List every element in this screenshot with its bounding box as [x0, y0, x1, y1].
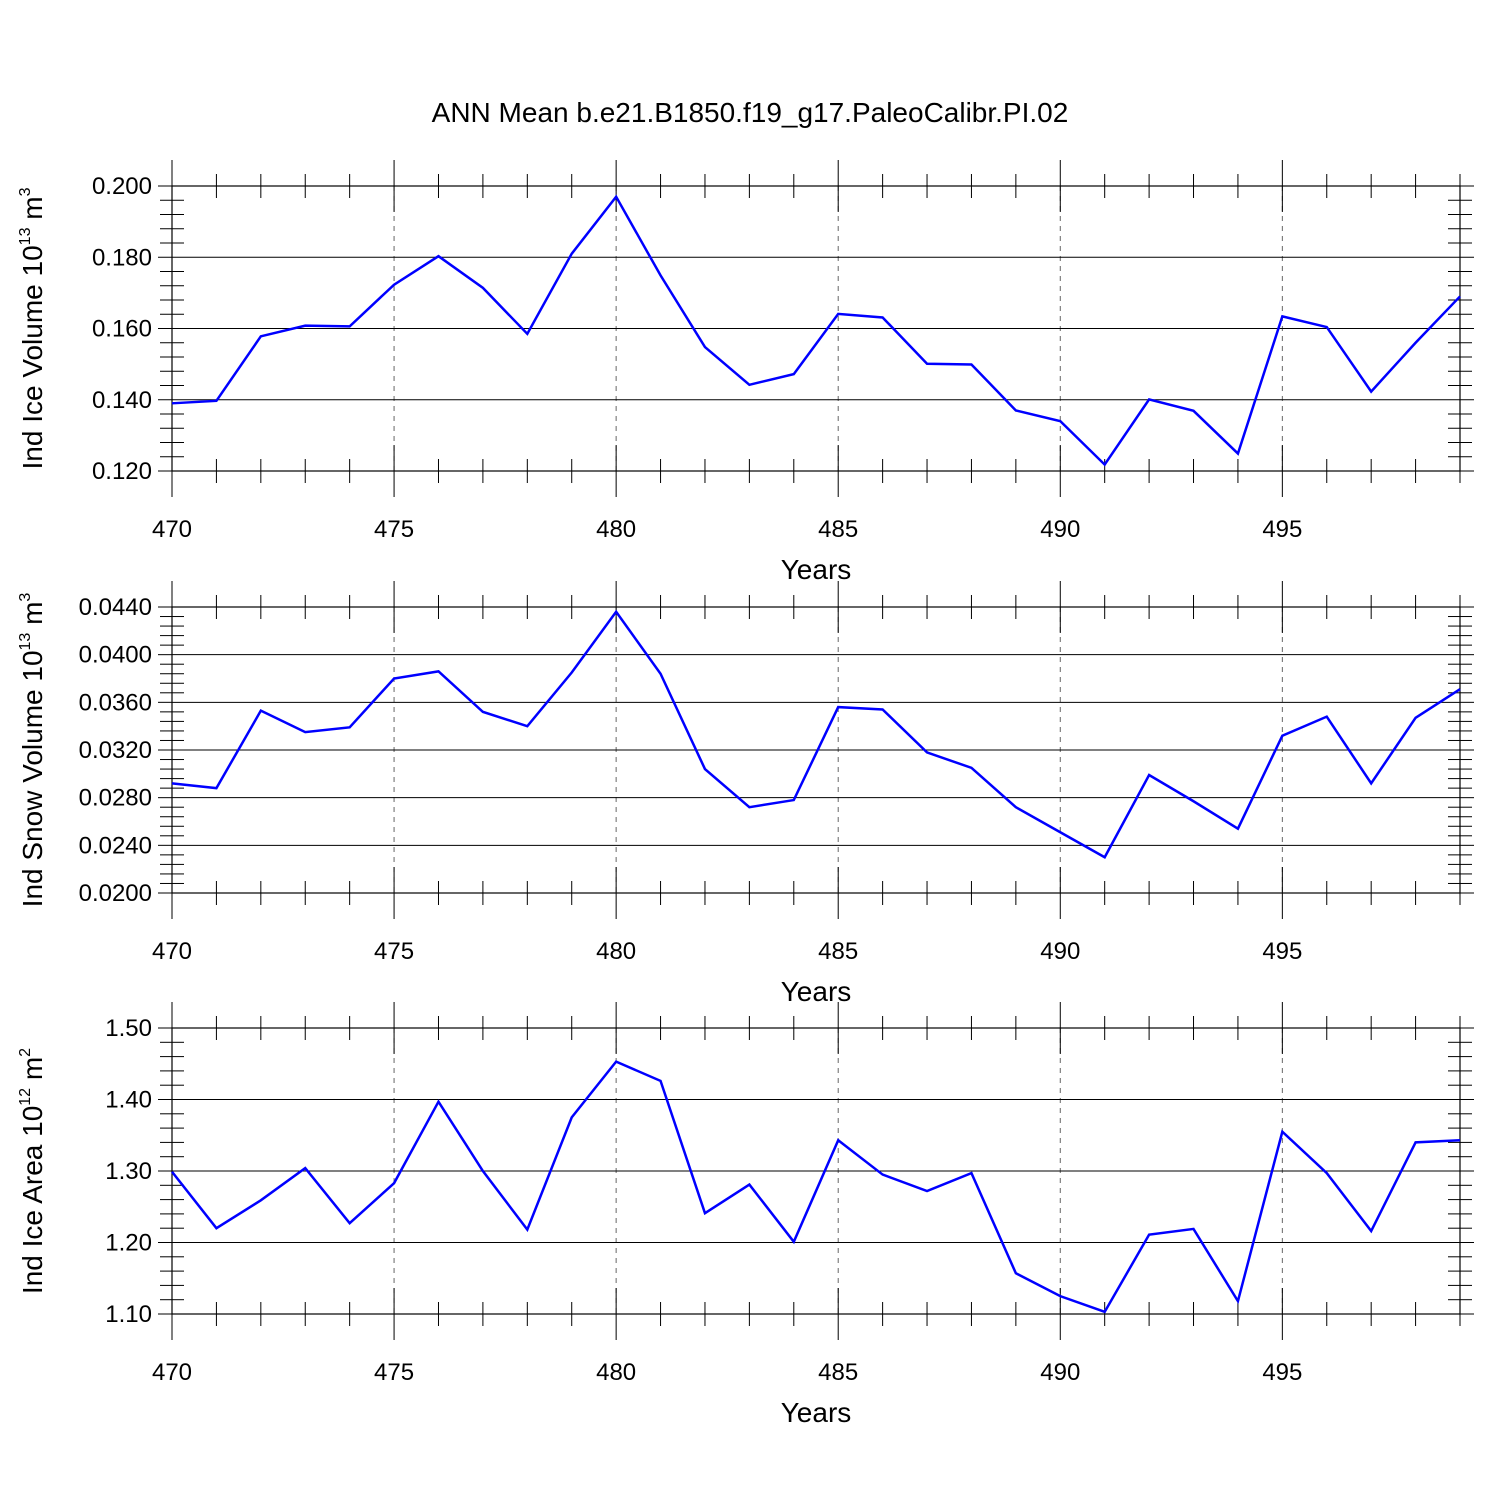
- y-axis-title: Ind Ice Volume 1013 m3: [17, 187, 48, 469]
- y-axis-title-part: m: [17, 602, 48, 633]
- y-axis-title-superscript: 12: [17, 1088, 34, 1106]
- y-tick-label: 0.200: [92, 173, 152, 200]
- x-tick-label: 480: [596, 516, 636, 543]
- y-axis-title-part: Ind Ice Area 10: [17, 1106, 48, 1294]
- y-tick-label: 0.0440: [79, 594, 152, 621]
- y-axis-title-superscript: 13: [17, 633, 34, 651]
- y-tick-label: 1.10: [105, 1301, 152, 1328]
- x-tick-label: 495: [1262, 1359, 1302, 1386]
- y-tick-label: 1.40: [105, 1087, 152, 1114]
- y-tick-label: 0.0200: [79, 880, 152, 907]
- x-tick-label: 495: [1262, 516, 1302, 543]
- x-tick-label: 485: [818, 1359, 858, 1386]
- y-tick-label: 0.140: [92, 387, 152, 414]
- x-axis-title: Years: [781, 554, 852, 585]
- data-line: [171, 1060, 1461, 1314]
- x-tick-label: 480: [596, 1359, 636, 1386]
- x-tick-label: 470: [152, 938, 192, 965]
- x-tick-label: 495: [1262, 938, 1302, 965]
- x-tick-label: 490: [1040, 938, 1080, 965]
- y-axis-title-part: Ind Ice Volume 10: [17, 245, 48, 469]
- y-tick-label: 0.0280: [79, 785, 152, 812]
- y-tick-label: 0.0400: [79, 642, 152, 669]
- y-axis-title-superscript: 3: [17, 593, 34, 602]
- y-tick-label: 0.0320: [79, 737, 152, 764]
- y-axis-title-part: m: [17, 196, 48, 227]
- y-tick-label: 0.180: [92, 244, 152, 271]
- plot-frame: [171, 1027, 1461, 1315]
- y-tick-label: 0.160: [92, 316, 152, 343]
- data-line: [171, 194, 1461, 467]
- x-tick-label: 490: [1040, 1359, 1080, 1386]
- y-tick-label: 1.20: [105, 1230, 152, 1257]
- y-axis-title: Ind Snow Volume 1013 m3: [17, 593, 48, 908]
- x-axis-title: Years: [781, 1397, 852, 1428]
- panel-1: 0.120 0.140 0.160 0.180 0.200 470 475 480 485 490…: [17, 160, 1474, 585]
- y-axis-title-superscript: 2: [17, 1048, 34, 1057]
- y-tick-label: 1.50: [105, 1015, 152, 1042]
- x-tick-label: 470: [152, 516, 192, 543]
- x-tick-label: 475: [374, 1359, 414, 1386]
- y-tick-label: 1.30: [105, 1158, 152, 1185]
- y-tick-label: 0.0360: [79, 689, 152, 716]
- y-axis-title-superscript: 13: [17, 227, 34, 245]
- x-tick-label: 485: [818, 938, 858, 965]
- panels: 0.120 0.140 0.160 0.180 0.200 470 475 480 485 490…: [17, 160, 1474, 1428]
- figure-title: ANN Mean b.e21.B1850.f19_g17.PaleoCalibr…: [432, 97, 1069, 128]
- y-axis-title-part: Ind Snow Volume 10: [17, 650, 48, 907]
- x-tick-label: 480: [596, 938, 636, 965]
- x-tick-label: 470: [152, 1359, 192, 1386]
- x-tick-label: 490: [1040, 516, 1080, 543]
- panel-2: 0.0200 0.0240 0.0280 0.0320 0.0360 0.0400 0.04…: [17, 581, 1474, 1007]
- x-tick-label: 475: [374, 938, 414, 965]
- data-line: [171, 609, 1461, 859]
- y-axis-title: Ind Ice Area 1012 m2: [17, 1048, 48, 1294]
- y-tick-label: 0.0240: [79, 832, 152, 859]
- panel-3: 1.10 1.20 1.30 1.40 1.50 470 475 480 485 490 495 Ye…: [17, 1002, 1474, 1428]
- y-axis-title-superscript: 3: [17, 187, 34, 196]
- y-axis-title-part: m: [17, 1057, 48, 1088]
- x-tick-label: 475: [374, 516, 414, 543]
- x-axis-title: Years: [781, 976, 852, 1007]
- plot-frame: [171, 185, 1461, 472]
- x-tick-label: 485: [818, 516, 858, 543]
- plot-frame: [171, 606, 1461, 894]
- y-tick-label: 0.120: [92, 458, 152, 485]
